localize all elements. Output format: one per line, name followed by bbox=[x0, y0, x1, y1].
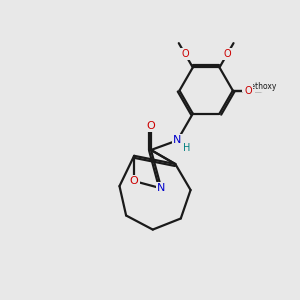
Text: O: O bbox=[181, 49, 189, 59]
Text: O: O bbox=[147, 121, 155, 130]
Text: methoxy: methoxy bbox=[243, 82, 276, 91]
Text: O: O bbox=[246, 85, 254, 96]
Text: O: O bbox=[244, 85, 252, 96]
Text: N: N bbox=[173, 135, 182, 146]
Text: H: H bbox=[183, 143, 190, 153]
Text: O: O bbox=[130, 176, 139, 186]
Text: N: N bbox=[157, 183, 166, 193]
Text: O: O bbox=[224, 49, 231, 59]
